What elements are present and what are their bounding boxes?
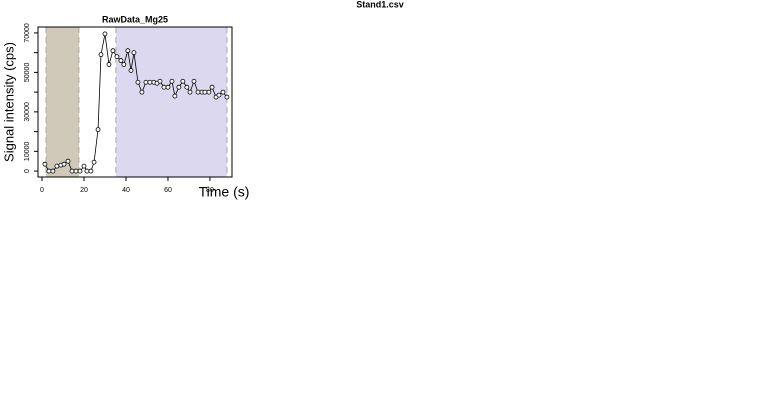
data-point xyxy=(187,89,193,95)
data-point xyxy=(176,84,182,90)
data-point xyxy=(61,161,67,167)
data-point xyxy=(195,89,201,95)
data-point xyxy=(206,89,212,95)
data-point xyxy=(95,127,101,133)
data-point xyxy=(84,168,90,174)
y-tick-label: 70000 xyxy=(24,23,31,43)
data-point xyxy=(135,79,141,85)
data-point xyxy=(42,161,48,167)
data-point xyxy=(77,168,83,174)
data-point xyxy=(121,62,127,67)
data-point xyxy=(131,50,137,56)
y-tick-label: 50000 xyxy=(24,63,31,83)
region xyxy=(45,27,79,177)
data-point xyxy=(54,163,60,169)
data-point xyxy=(125,48,131,54)
data-point xyxy=(147,79,153,85)
data-point xyxy=(88,168,94,174)
data-point xyxy=(102,31,108,37)
data-point xyxy=(81,163,87,169)
data-point xyxy=(184,84,190,90)
data-point xyxy=(224,94,230,100)
y-tick-label: 30000 xyxy=(24,102,31,122)
data-point xyxy=(110,48,116,54)
data-point xyxy=(161,84,167,90)
x-tick-label: 20 xyxy=(80,187,88,194)
y-tick-label: 10000 xyxy=(24,142,31,162)
data-point xyxy=(91,159,97,165)
data-point xyxy=(73,168,79,174)
data-point xyxy=(65,158,71,164)
data-point xyxy=(172,93,178,99)
x-tick-label: 60 xyxy=(164,187,172,194)
data-point xyxy=(216,92,222,98)
data-point xyxy=(98,52,104,58)
chart-title: RawData_Mg25 xyxy=(102,14,168,24)
data-point xyxy=(128,68,134,73)
x-axis-label: Time (s) xyxy=(199,184,250,200)
file-title: Stand1.csv xyxy=(356,0,404,9)
region xyxy=(115,27,227,177)
data-point xyxy=(118,58,124,63)
y-tick-label: 0 xyxy=(24,169,31,173)
x-tick-label: 40 xyxy=(122,187,130,194)
data-point xyxy=(169,78,175,84)
data-point xyxy=(69,168,75,174)
y-axis-label: Signal intensity (cps) xyxy=(1,42,16,162)
data-point xyxy=(202,89,208,95)
data-point xyxy=(165,84,171,90)
x-tick-label: 80 xyxy=(206,187,214,194)
data-point xyxy=(114,54,120,60)
data-point xyxy=(157,78,163,84)
data-point xyxy=(220,89,226,95)
data-point xyxy=(191,78,197,84)
data-point xyxy=(50,168,56,174)
data-point xyxy=(46,168,52,174)
plot-frame xyxy=(37,26,233,178)
data-point xyxy=(209,84,215,90)
data-point xyxy=(143,79,149,85)
data-point xyxy=(106,62,112,67)
data-point xyxy=(180,78,186,84)
data-point xyxy=(139,89,145,95)
x-tick-label: 0 xyxy=(40,187,44,194)
